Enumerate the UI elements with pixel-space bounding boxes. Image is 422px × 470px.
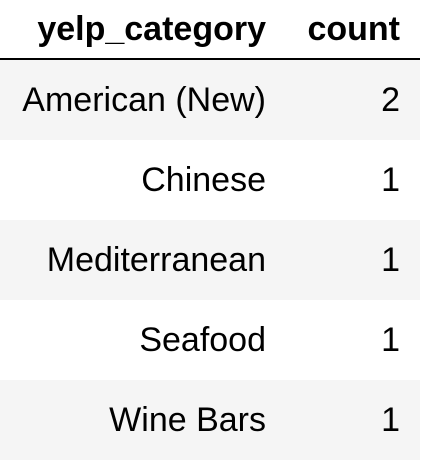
category-cell: Chinese [0, 140, 282, 220]
category-cell: Wine Bars [0, 380, 282, 460]
count-cell: 1 [282, 380, 420, 460]
count-cell: 1 [282, 220, 420, 300]
table-row: American (New) 2 [0, 59, 420, 140]
count-cell: 2 [282, 59, 420, 140]
table-row: Seafood 1 [0, 300, 420, 380]
table-row: Chinese 1 [0, 140, 420, 220]
column-header-count: count [282, 0, 420, 60]
dataframe-table: yelp_category count American (New) 2 Chi… [0, 0, 420, 460]
table-row: Wine Bars 1 [0, 380, 420, 460]
count-cell: 1 [282, 140, 420, 220]
header-row: yelp_category count [0, 0, 420, 60]
count-cell: 1 [282, 300, 420, 380]
category-cell: Mediterranean [0, 220, 282, 300]
table-header: yelp_category count [0, 0, 420, 60]
category-cell: Seafood [0, 300, 282, 380]
column-header-yelp-category: yelp_category [0, 0, 282, 60]
table-body: American (New) 2 Chinese 1 Mediterranean… [0, 59, 420, 460]
category-cell: American (New) [0, 59, 282, 140]
table-row: Mediterranean 1 [0, 220, 420, 300]
